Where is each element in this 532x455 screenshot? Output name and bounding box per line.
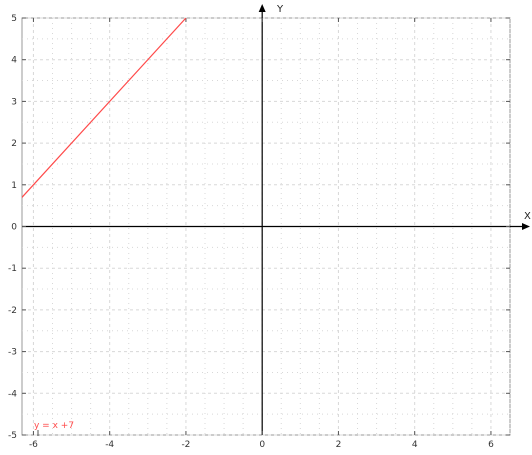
x-tick-label: 2 — [336, 440, 342, 450]
y-tick-label: 0 — [11, 223, 17, 233]
y-tick-label: -3 — [8, 348, 17, 358]
series-lines — [22, 18, 187, 199]
y-axis-label: Y — [276, 4, 284, 15]
x-tick-label: -6 — [29, 440, 38, 450]
y-tick-label: -2 — [8, 306, 17, 316]
legend-entry: y = x +7 — [34, 421, 74, 431]
x-tick-label: -2 — [181, 440, 190, 450]
y-tick-label: 5 — [11, 14, 17, 24]
y-tick-label: -4 — [8, 389, 17, 399]
tick-labels: -6 -4 -2 0 2 4 6 -5 -4 -3 -2 -1 0 1 2 3 4 5 — [8, 14, 510, 450]
y-tick-label: 4 — [11, 56, 17, 66]
series-line — [22, 18, 187, 199]
y-tick-label: 3 — [11, 97, 17, 107]
x-tick-label: 4 — [412, 440, 418, 450]
y-tick-label: -5 — [8, 431, 17, 441]
axes — [22, 4, 530, 435]
x-axis-arrow-icon — [522, 223, 530, 230]
x-tick-label: 0 — [259, 440, 265, 450]
y-tick-label: 1 — [11, 181, 17, 191]
x-axis-label: X — [524, 211, 531, 222]
y-tick-label: -1 — [8, 264, 17, 274]
y-axis-arrow-icon — [258, 4, 266, 12]
y-tick-label: 2 — [11, 139, 17, 149]
x-tick-label: 6 — [488, 440, 494, 450]
x-tick-label: -4 — [105, 440, 114, 450]
